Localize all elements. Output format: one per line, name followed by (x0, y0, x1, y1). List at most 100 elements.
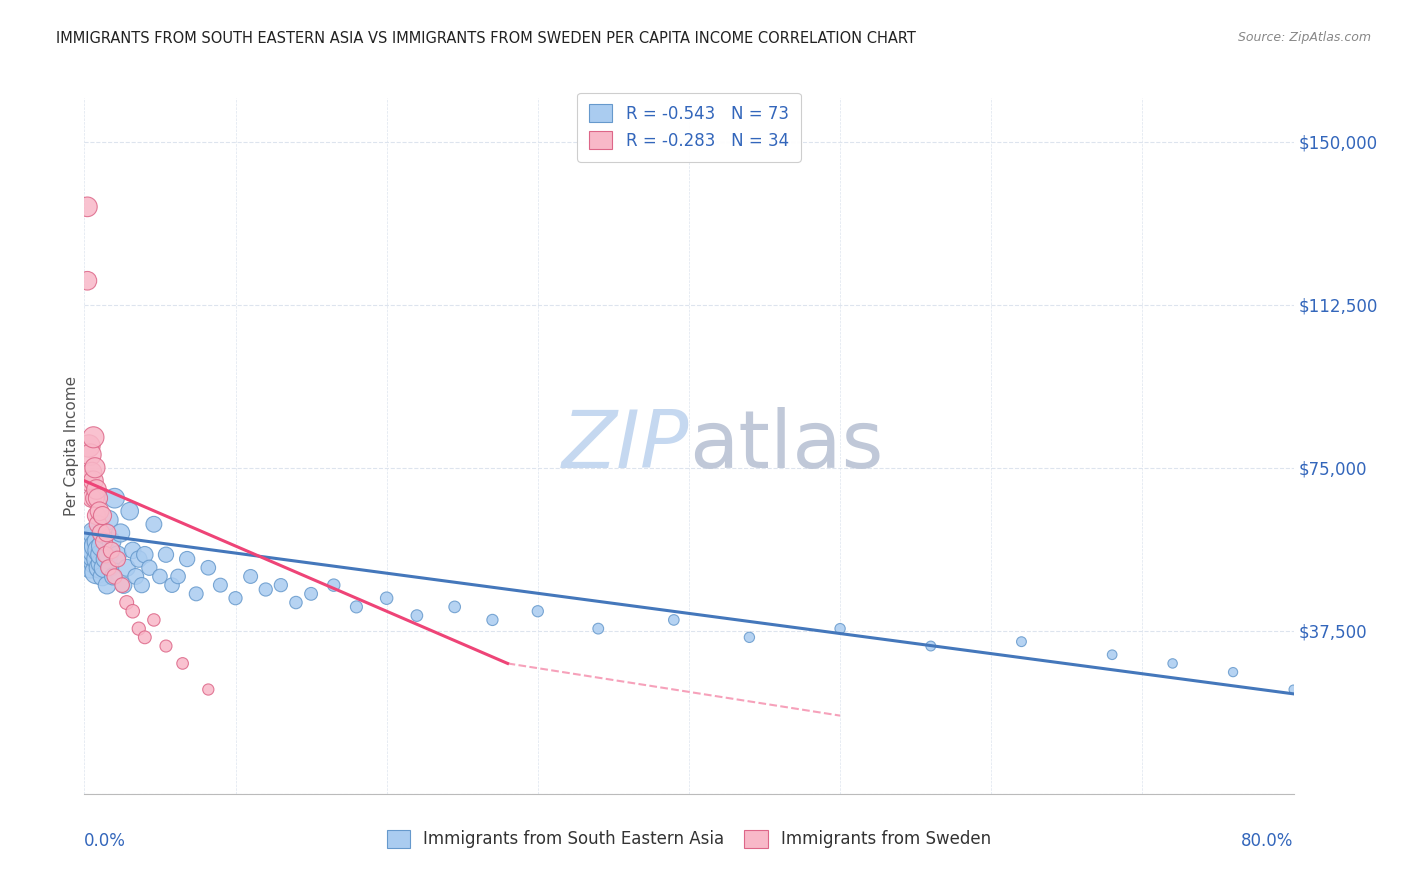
Point (131, 578, 153, 592)
Point (87, 491, 110, 505)
Point (104, 569, 127, 583)
Point (86, 483, 108, 497)
Point (481, 613, 503, 627)
Point (79, 561, 101, 575)
Point (82, 526, 104, 541)
Point (112, 578, 135, 592)
Text: ZIP: ZIP (561, 407, 689, 485)
Text: Source: ZipAtlas.com: Source: ZipAtlas.com (1237, 31, 1371, 45)
Point (77, 439, 100, 453)
Point (1222, 665, 1244, 680)
Point (96, 526, 118, 541)
Point (118, 504, 141, 518)
Point (91, 539, 114, 553)
Point (110, 526, 132, 541)
Point (77, 474, 100, 488)
Point (115, 561, 138, 575)
Point (1282, 682, 1305, 697)
Point (186, 587, 208, 601)
Point (270, 578, 292, 592)
Point (160, 578, 183, 592)
Point (125, 569, 148, 583)
Point (97, 548, 120, 562)
Point (406, 608, 429, 623)
Point (738, 630, 761, 644)
Point (172, 657, 194, 671)
Point (128, 622, 150, 636)
Point (80, 465, 103, 479)
Point (94, 552, 117, 566)
Point (80, 552, 103, 566)
Point (79, 448, 101, 462)
Point (84, 548, 107, 562)
Point (86, 565, 108, 579)
Point (1161, 657, 1184, 671)
Point (89, 543, 111, 558)
Point (104, 491, 127, 505)
Point (93, 561, 115, 575)
Point (87, 534, 110, 549)
Point (142, 613, 165, 627)
Point (96, 578, 118, 592)
Point (87, 517, 110, 532)
Point (443, 599, 465, 614)
Point (111, 578, 134, 592)
Point (82, 474, 104, 488)
Point (322, 578, 344, 592)
Point (134, 548, 156, 562)
Point (86, 539, 108, 553)
Point (134, 630, 156, 644)
Point (920, 639, 942, 653)
Point (176, 552, 198, 566)
Point (82, 430, 104, 444)
Point (142, 517, 165, 532)
Point (100, 543, 122, 558)
Point (101, 569, 124, 583)
Point (79, 534, 101, 549)
Point (346, 599, 368, 614)
Point (167, 569, 190, 583)
Point (84, 543, 107, 558)
Point (76, 274, 98, 288)
Point (93, 526, 115, 541)
Text: atlas: atlas (689, 407, 883, 485)
Point (121, 604, 143, 618)
Point (830, 622, 852, 636)
Point (87, 552, 110, 566)
Point (197, 682, 219, 697)
Point (115, 596, 138, 610)
Point (299, 587, 322, 601)
Point (97, 513, 120, 527)
Point (149, 569, 172, 583)
Point (138, 561, 160, 575)
Point (76, 548, 98, 562)
Point (588, 622, 610, 636)
Point (1101, 648, 1123, 662)
Point (662, 613, 685, 627)
Point (97, 561, 120, 575)
Point (225, 591, 247, 606)
Point (375, 591, 398, 606)
Point (76, 200, 98, 214)
Point (107, 552, 129, 566)
Point (91, 508, 114, 523)
Point (98, 561, 121, 575)
Point (107, 548, 129, 562)
Point (90, 548, 112, 562)
Text: 0.0%: 0.0% (84, 832, 127, 850)
Point (100, 534, 122, 549)
Point (89, 504, 111, 518)
Point (93, 534, 115, 549)
Point (90, 526, 112, 541)
Point (89, 561, 111, 575)
Point (254, 582, 277, 597)
Point (285, 596, 308, 610)
Point (82, 557, 104, 571)
Point (155, 548, 177, 562)
Point (128, 552, 150, 566)
Point (155, 639, 177, 653)
Point (91, 569, 114, 583)
Point (1011, 634, 1033, 648)
Text: 80.0%: 80.0% (1241, 832, 1294, 850)
Point (209, 578, 232, 592)
